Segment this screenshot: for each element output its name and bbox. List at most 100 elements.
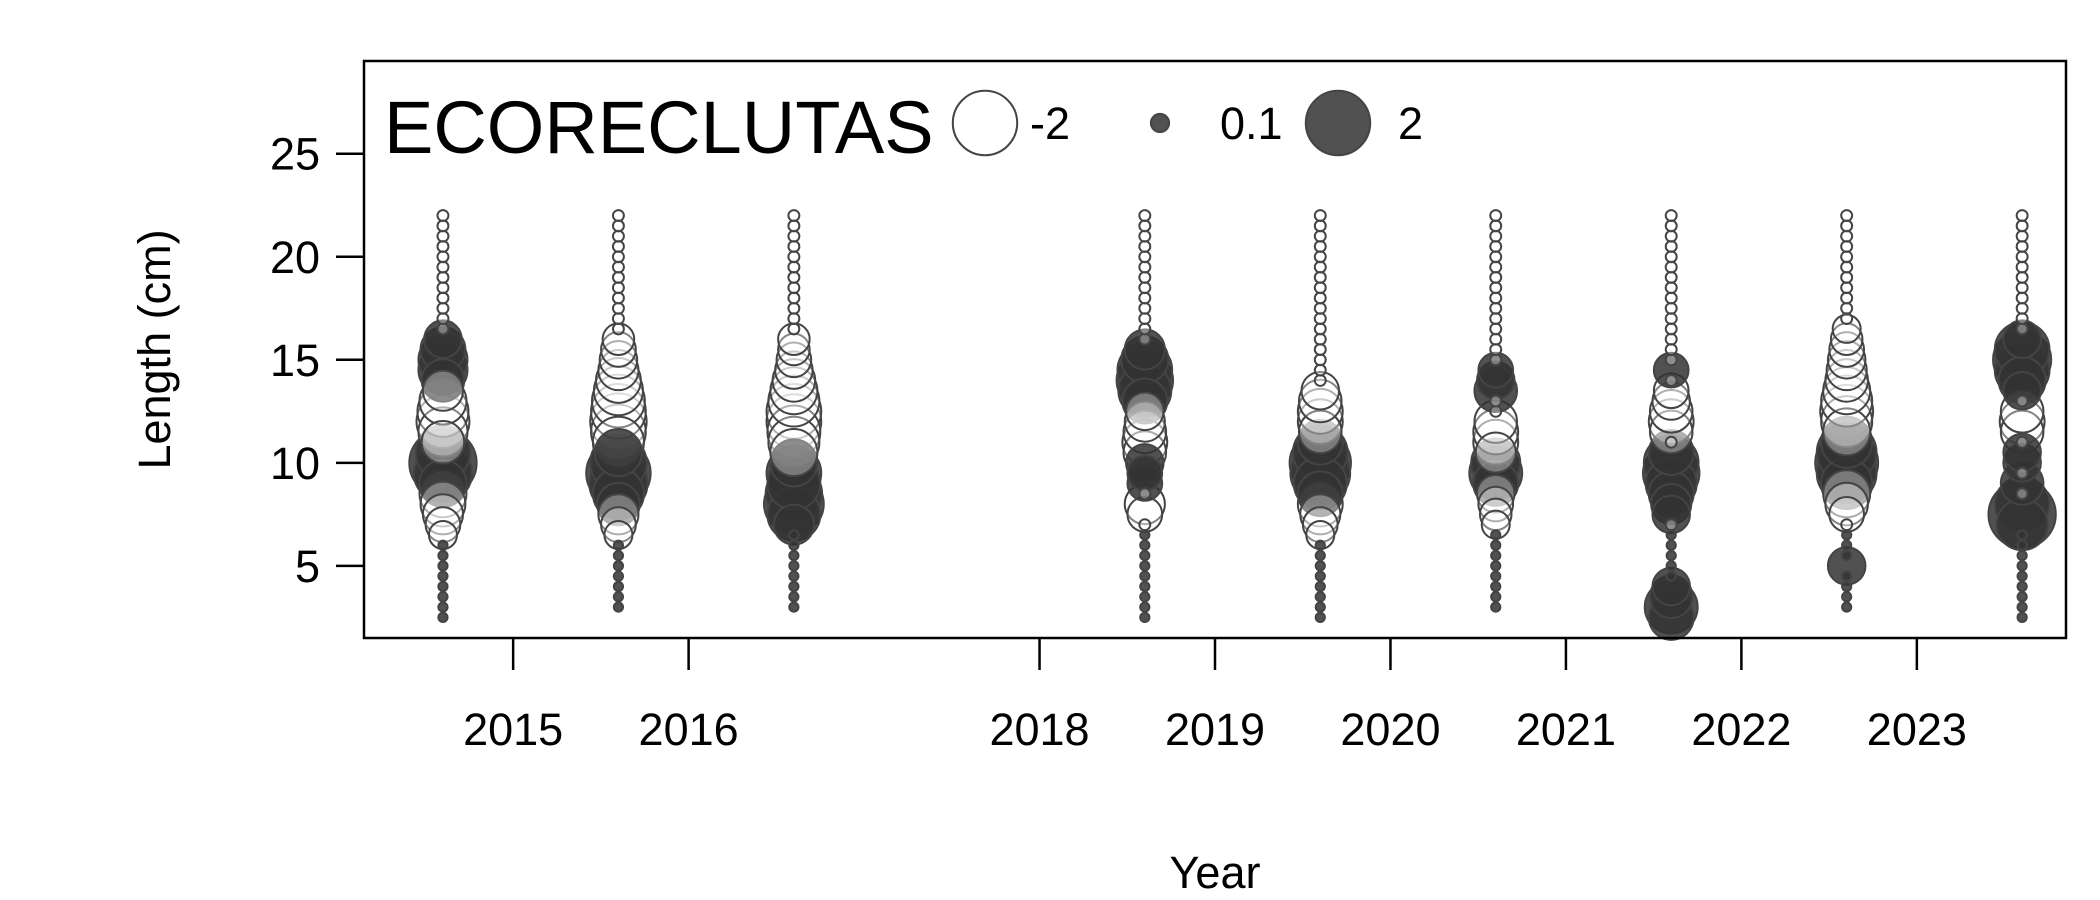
- bubble: [1841, 580, 1853, 593]
- bubble: [1664, 343, 1678, 356]
- bubble: [420, 419, 466, 465]
- bubble: [2016, 529, 2028, 541]
- bubble: [1139, 591, 1151, 603]
- bubble: [2015, 270, 2029, 284]
- bubble: [436, 291, 450, 305]
- bubble: [2015, 239, 2029, 253]
- bubble: [1824, 481, 1869, 527]
- bubble: [1477, 351, 1515, 389]
- bubble: [771, 358, 817, 403]
- bubble: [611, 229, 625, 243]
- bubble: [436, 270, 450, 284]
- bubble: [787, 291, 801, 305]
- bubble: [1314, 580, 1326, 593]
- x-axis-label: Year: [1170, 847, 1261, 898]
- bubble: [1840, 312, 1854, 326]
- bubble: [423, 319, 463, 359]
- bubble: [1138, 322, 1152, 336]
- bubble: [1489, 404, 1503, 418]
- y-axis: 5 10 15 20 25: [270, 129, 364, 592]
- bubble: [787, 270, 801, 284]
- bubble: [769, 366, 819, 416]
- bubble: [1138, 260, 1152, 274]
- bubble: [1664, 229, 1678, 243]
- bubble: [1664, 219, 1678, 233]
- bubble: [1489, 343, 1503, 356]
- bubble: [1647, 398, 1695, 446]
- bubble: [774, 350, 814, 390]
- bubbles-layer: [408, 209, 2057, 641]
- bubble: [1840, 229, 1854, 243]
- bubble: [1138, 291, 1152, 305]
- bubble: [2016, 549, 2028, 562]
- bubble: [1664, 322, 1678, 336]
- bubble: [787, 260, 801, 274]
- bubble: [775, 341, 813, 379]
- bubble: [2015, 291, 2029, 305]
- chart-title: ECORECLUTAS: [384, 86, 934, 169]
- bubble: [1490, 601, 1502, 613]
- bubble: [1138, 487, 1152, 501]
- bubble: [2015, 394, 2029, 408]
- x-tick-label: 2020: [1340, 704, 1440, 755]
- bubble: [1314, 560, 1326, 572]
- bubble: [1139, 549, 1151, 562]
- bubble: [1820, 395, 1874, 449]
- legend-label: -2: [1030, 98, 1070, 149]
- bubble: [1489, 239, 1503, 253]
- bubble: [1489, 291, 1503, 305]
- bubble: [1489, 209, 1503, 223]
- bubble: [2015, 219, 2029, 233]
- bubble: [1489, 219, 1503, 233]
- x-tick-label: 2021: [1516, 704, 1616, 755]
- bubble: [437, 591, 449, 603]
- bubble: [1490, 580, 1502, 593]
- bubble: [611, 250, 625, 264]
- bubble: [1313, 353, 1327, 367]
- bubble: [1489, 322, 1503, 336]
- bubble: [1822, 469, 1872, 519]
- bubble: [1313, 332, 1327, 346]
- bubble: [1665, 539, 1677, 551]
- bubble: [2015, 229, 2029, 243]
- bubble: [1139, 580, 1151, 593]
- y-tick-label: 20: [270, 232, 320, 283]
- bubble: [2002, 432, 2042, 473]
- bubble: [612, 539, 625, 551]
- bubble: [1490, 529, 1502, 541]
- bubble: [1489, 270, 1503, 284]
- bubble: [436, 250, 450, 264]
- bubble: [417, 406, 469, 458]
- bubble: [437, 570, 449, 582]
- bubble: [1123, 328, 1166, 371]
- bubble: [612, 549, 625, 562]
- bubble: [1489, 353, 1503, 367]
- bubble: [788, 570, 800, 582]
- bubble: [1664, 291, 1678, 305]
- bubble: [612, 591, 625, 603]
- bubble: [612, 601, 625, 613]
- x-tick-label: 2015: [463, 704, 563, 755]
- bubble: [1840, 270, 1854, 284]
- bubble: [1840, 219, 1854, 233]
- bubble: [2016, 580, 2028, 593]
- bubble: [1313, 363, 1327, 377]
- x-tick-label: 2023: [1867, 704, 1967, 755]
- bubble: [1314, 539, 1326, 551]
- bubble: [1841, 539, 1853, 551]
- y-tick-label: 15: [270, 335, 320, 386]
- bubble: [788, 591, 800, 603]
- bubble: [2015, 435, 2029, 449]
- bubble: [2016, 560, 2028, 572]
- bubble: [769, 428, 819, 478]
- bubble: [769, 438, 819, 488]
- bubble: [1841, 529, 1853, 541]
- bubble: [1314, 591, 1326, 603]
- bubble: [1824, 358, 1869, 403]
- bubble: [2002, 319, 2042, 359]
- bubble: [611, 260, 625, 274]
- bubble: [612, 570, 625, 582]
- bubble: [1840, 260, 1854, 274]
- bubble: [2015, 260, 2029, 274]
